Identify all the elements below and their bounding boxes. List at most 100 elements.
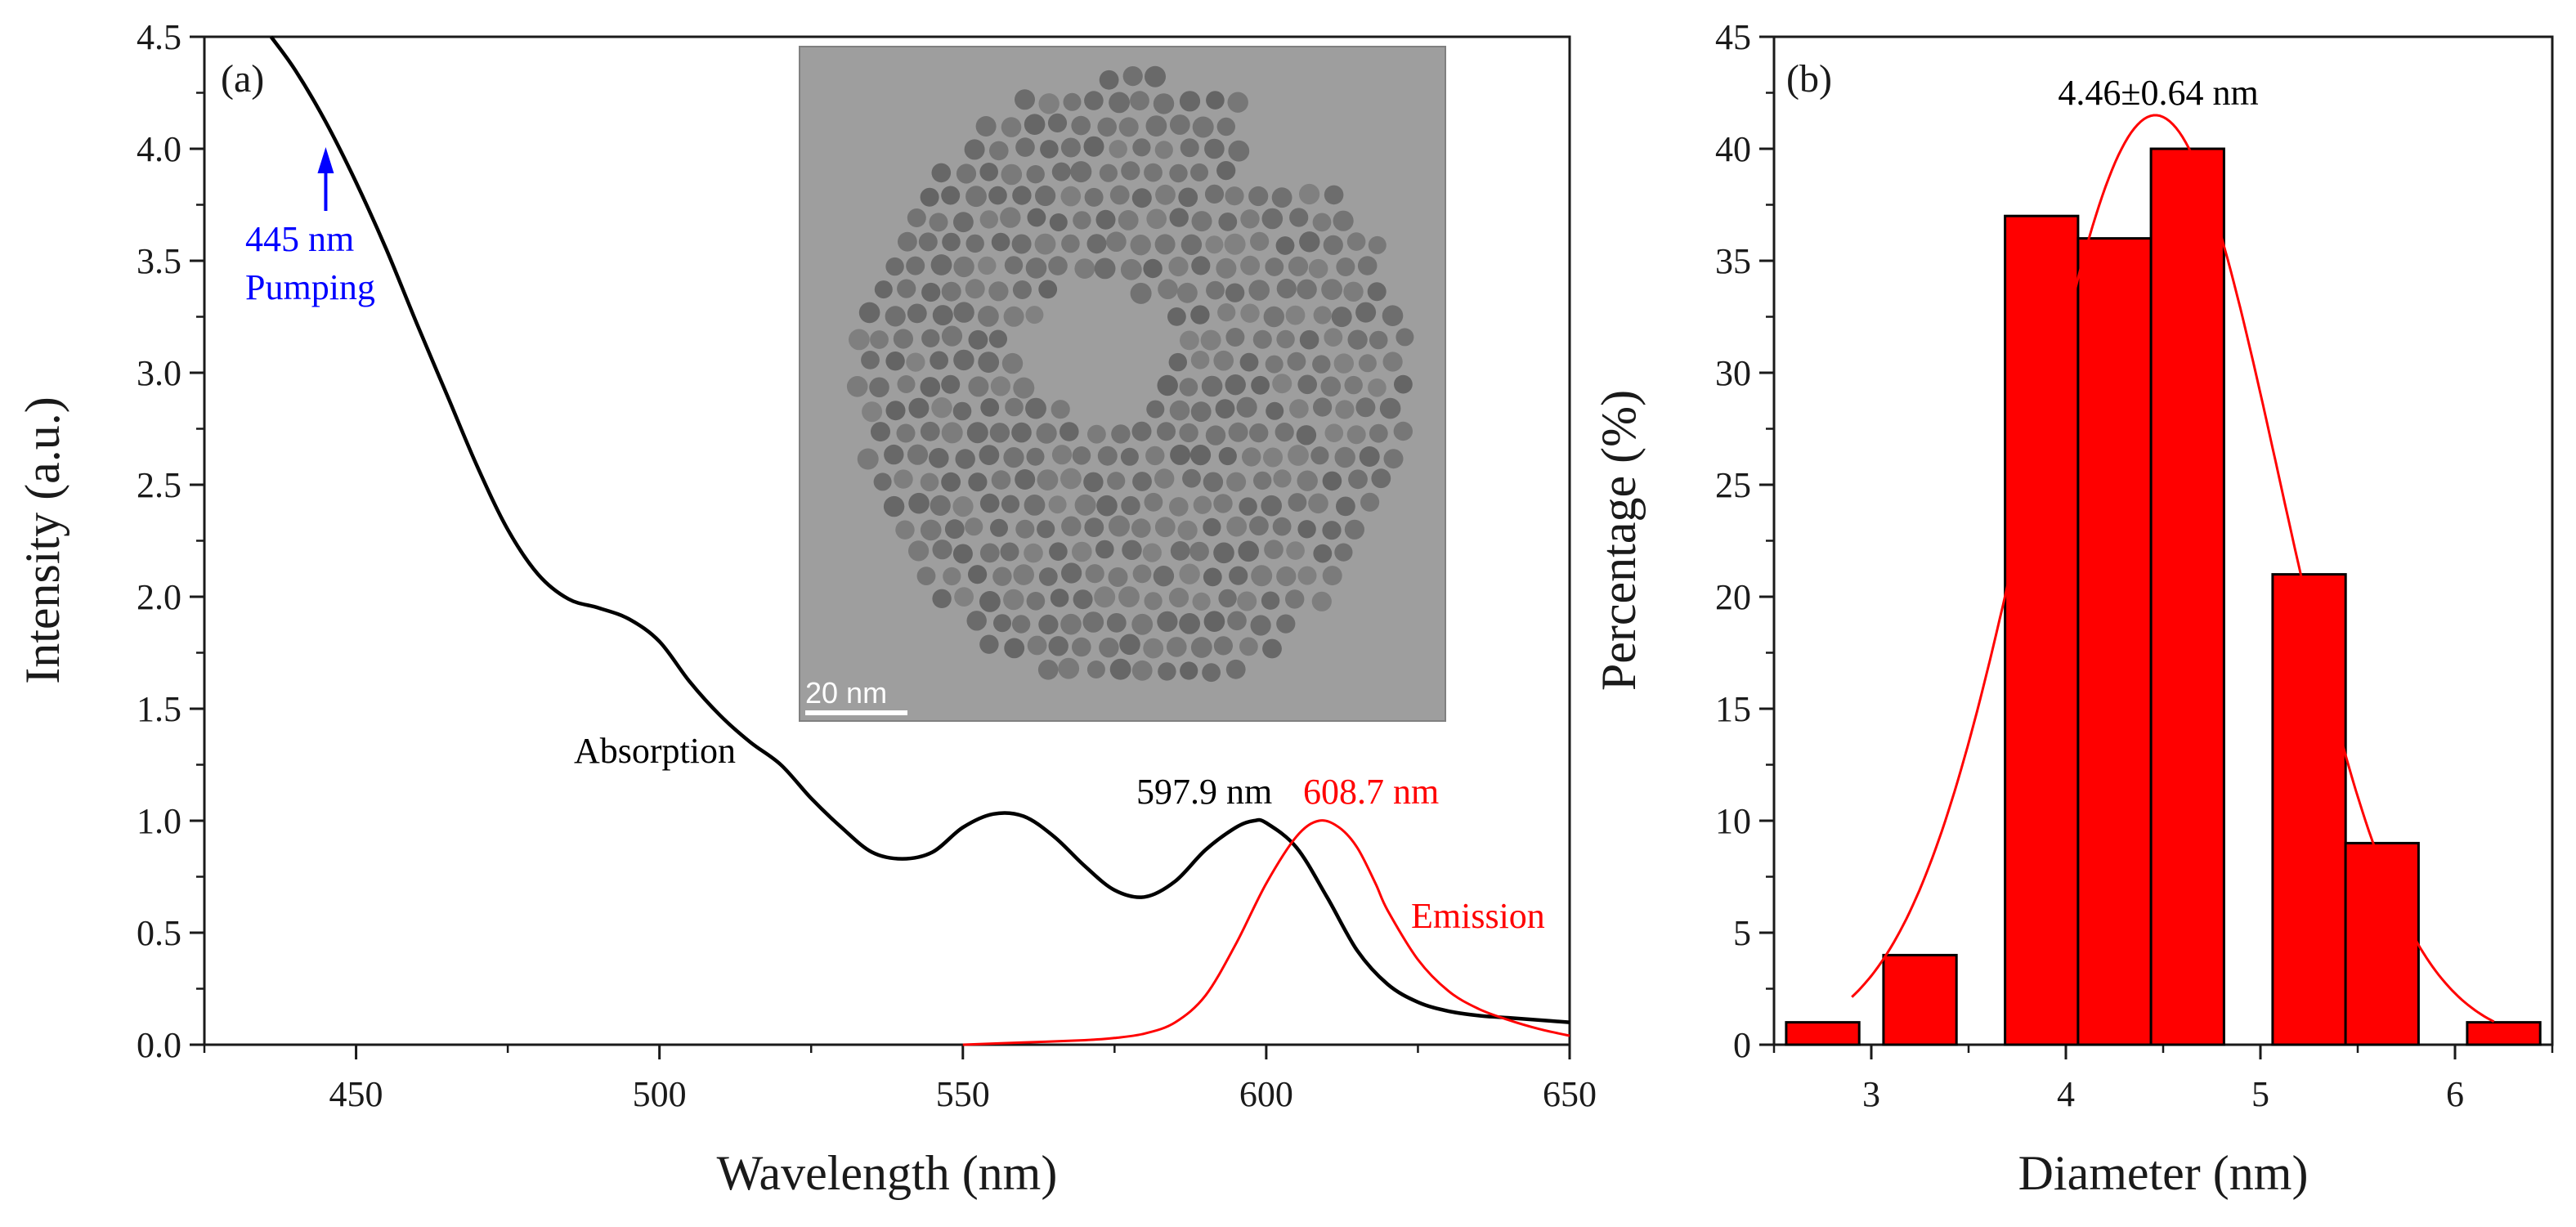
nanoparticle bbox=[1083, 472, 1104, 492]
nanoparticle bbox=[1191, 211, 1212, 232]
nanoparticle bbox=[1252, 329, 1272, 349]
nanoparticle bbox=[1313, 397, 1333, 417]
nanoparticle bbox=[1146, 400, 1165, 419]
x-tick-label: 500 bbox=[633, 1074, 687, 1114]
nanoparticle bbox=[1297, 279, 1317, 300]
nanoparticle bbox=[1037, 520, 1055, 539]
nanoparticle bbox=[1287, 352, 1306, 371]
nanoparticle bbox=[1005, 397, 1024, 417]
nanoparticle bbox=[990, 518, 1008, 537]
nanoparticle bbox=[1015, 519, 1035, 539]
nanoparticle bbox=[1213, 636, 1233, 656]
nanoparticle bbox=[920, 187, 939, 207]
x-tick-label: 3 bbox=[1862, 1074, 1880, 1114]
nanoparticle bbox=[989, 141, 1009, 161]
panel-a-y-axis-title: Intensity (a.u.) bbox=[16, 396, 69, 684]
scale-bar-label: 20 nm bbox=[805, 676, 887, 710]
nanoparticle bbox=[1253, 471, 1272, 490]
histogram-bar bbox=[2344, 841, 2420, 1046]
nanoparticle bbox=[930, 351, 948, 370]
nanoparticle bbox=[1347, 329, 1368, 350]
nanoparticle bbox=[988, 281, 1009, 302]
nanoparticle bbox=[1095, 540, 1114, 559]
panel-a-y-tick-labels: 0.0 0.5 1.0 1.5 2.0 2.5 3.0 3.5 4.0 4.5 bbox=[137, 17, 181, 1065]
nanoparticle bbox=[1312, 213, 1332, 232]
nanoparticle bbox=[929, 448, 949, 468]
nanoparticle bbox=[930, 254, 952, 275]
nanoparticle bbox=[1218, 446, 1237, 466]
nanoparticle bbox=[1131, 188, 1152, 208]
nanoparticle bbox=[1308, 493, 1328, 514]
nanoparticle bbox=[1038, 567, 1058, 586]
nanoparticle bbox=[1061, 234, 1080, 253]
nanoparticle bbox=[978, 352, 1000, 373]
nanoparticle bbox=[1192, 116, 1214, 138]
y-tick-label: 35 bbox=[1715, 241, 1751, 281]
nanoparticle bbox=[1276, 329, 1295, 349]
nanoparticle bbox=[1289, 399, 1309, 419]
nanoparticle bbox=[955, 449, 975, 469]
nanoparticle bbox=[1061, 562, 1082, 584]
nanoparticle bbox=[1225, 374, 1246, 396]
nanoparticle bbox=[954, 587, 974, 607]
nanoparticle bbox=[1179, 613, 1200, 634]
nanoparticle bbox=[1297, 520, 1316, 539]
y-tick-label: 20 bbox=[1715, 577, 1751, 617]
nanoparticle bbox=[1058, 657, 1080, 679]
nanoparticle bbox=[1180, 330, 1199, 351]
nanoparticle bbox=[1106, 231, 1127, 253]
nanoparticle bbox=[992, 566, 1012, 586]
nanoparticle bbox=[1000, 207, 1021, 228]
nanoparticle bbox=[988, 186, 1007, 205]
panel-b-y-axis-title: Percentage (%) bbox=[1592, 390, 1646, 691]
nanoparticle bbox=[1236, 396, 1257, 418]
nanoparticle bbox=[1118, 117, 1139, 137]
nanoparticle bbox=[1262, 638, 1282, 659]
nanoparticle bbox=[1179, 563, 1200, 584]
nanoparticle bbox=[941, 186, 961, 205]
nanoparticle bbox=[907, 303, 927, 324]
panel-b-y-tick-labels: 0 5 10 15 20 25 30 35 40 45 bbox=[1715, 17, 1751, 1065]
nanoparticle bbox=[1367, 282, 1387, 302]
nanoparticle bbox=[908, 540, 930, 562]
nanoparticle bbox=[1239, 637, 1258, 656]
nanoparticle bbox=[1131, 518, 1151, 538]
nanoparticle bbox=[1272, 374, 1292, 394]
nanoparticle bbox=[1206, 280, 1225, 300]
nanoparticle bbox=[1051, 445, 1073, 465]
nanoparticle bbox=[1015, 89, 1035, 110]
nanoparticle bbox=[953, 256, 974, 278]
nanoparticle bbox=[1027, 208, 1046, 227]
nanoparticle bbox=[1205, 425, 1226, 446]
nanoparticle bbox=[1313, 544, 1333, 563]
nanoparticle bbox=[1228, 140, 1250, 162]
nanoparticle bbox=[1024, 543, 1043, 563]
nanoparticle bbox=[965, 186, 987, 208]
nanoparticle bbox=[1206, 91, 1225, 110]
nanoparticle bbox=[1153, 93, 1175, 114]
y-tick-label: 45 bbox=[1715, 17, 1751, 57]
nanoparticle bbox=[897, 375, 916, 393]
histogram-bar bbox=[2149, 147, 2225, 1046]
histogram-bar bbox=[1785, 1021, 1861, 1046]
nanoparticle bbox=[989, 423, 1010, 443]
nanoparticle bbox=[1261, 208, 1284, 230]
nanoparticle bbox=[968, 565, 988, 584]
nanoparticle bbox=[1143, 258, 1163, 279]
panel-b-x-axis-title: Diameter (nm) bbox=[2018, 1146, 2309, 1200]
nanoparticle bbox=[1013, 377, 1035, 399]
nanoparticle bbox=[1371, 468, 1391, 489]
inset-nanoparticles bbox=[846, 65, 1414, 683]
nanoparticle bbox=[1369, 330, 1388, 350]
nanoparticle bbox=[1288, 493, 1307, 512]
nanoparticle bbox=[1118, 210, 1139, 231]
nanoparticle bbox=[1216, 161, 1236, 181]
nanoparticle bbox=[898, 231, 917, 252]
nanoparticle bbox=[1001, 117, 1022, 137]
nanoparticle bbox=[869, 377, 889, 398]
nanoparticle bbox=[1144, 492, 1163, 512]
nanoparticle bbox=[1240, 209, 1260, 229]
nanoparticle bbox=[1225, 328, 1245, 347]
nanoparticle bbox=[1368, 235, 1387, 254]
